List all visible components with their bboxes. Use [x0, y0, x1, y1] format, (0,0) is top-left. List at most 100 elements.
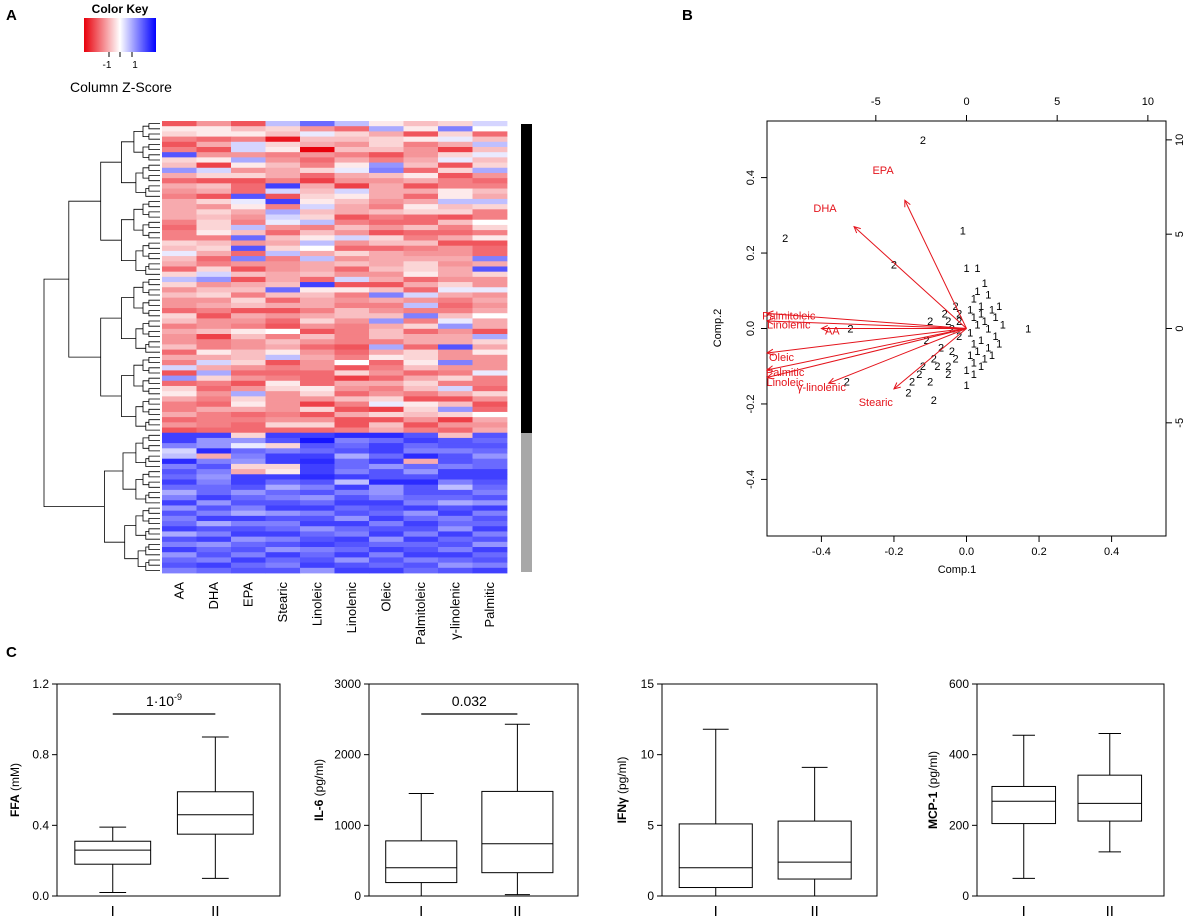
loading-label: EPA — [872, 165, 894, 177]
heatmap-cell — [472, 515, 508, 522]
biplot-right-tick-label: 5 — [1174, 231, 1186, 237]
heatmap-cell — [162, 162, 197, 169]
biplot-point: 1 — [989, 305, 995, 317]
heatmap-cell — [438, 552, 473, 558]
heatmap-cell — [369, 458, 404, 465]
boxplot-category-label: II — [211, 903, 219, 920]
dendrogram-branch — [142, 245, 149, 257]
heatmap-cell — [403, 391, 439, 397]
heatmap-cell — [334, 536, 370, 543]
heatmap-cell — [231, 401, 266, 408]
heatmap-cell — [472, 256, 508, 262]
heatmap-cell — [162, 193, 197, 200]
heatmap-cell — [231, 131, 266, 137]
heatmap-cell — [196, 453, 232, 460]
heatmap-cell — [403, 469, 439, 475]
heatmap-cell — [438, 328, 473, 335]
heatmap-cell — [231, 271, 266, 278]
heatmap-cell — [403, 515, 439, 522]
heatmap-cell — [369, 370, 404, 376]
heatmap-cell — [265, 453, 301, 460]
heatmap-cell — [196, 557, 232, 564]
heatmap-cell — [300, 183, 335, 189]
heatmap-cell — [334, 188, 370, 195]
biplot-ytick-label: -0.4 — [745, 470, 757, 489]
heatmap-cell — [438, 453, 473, 460]
heatmap-cell — [334, 157, 370, 163]
heatmap-cell — [265, 271, 301, 278]
heatmap-cell — [231, 552, 266, 558]
heatmap-cell — [300, 443, 335, 449]
heatmap-cell — [472, 287, 508, 293]
biplot-point: 2 — [920, 135, 926, 147]
heatmap-cell — [265, 167, 301, 174]
heatmap-cell — [472, 204, 508, 210]
heatmap-cell — [196, 297, 232, 304]
heatmap-cell — [369, 131, 404, 137]
heatmap-cell — [265, 427, 301, 434]
heatmap-cell — [334, 427, 370, 434]
heatmap-cell — [162, 354, 197, 361]
heatmap-cell — [196, 385, 232, 392]
biplot-point: 1 — [982, 278, 988, 290]
row-dendrogram — [43, 123, 160, 571]
heatmap-cell — [231, 141, 266, 148]
heatmap-cell — [162, 448, 197, 454]
biplot-ytick-label: 0.0 — [745, 321, 757, 336]
dendrogram-branch — [142, 281, 149, 293]
heatmap-cell — [472, 448, 508, 454]
heatmap-cell — [231, 500, 266, 506]
boxplot-category-label: II — [810, 903, 818, 920]
heatmap-cell — [162, 245, 197, 252]
biplot-xtick-label: -0.4 — [812, 546, 831, 558]
biplot-xtick-label: -0.2 — [884, 546, 903, 558]
heatmap-cell — [265, 214, 301, 221]
biplot-point: 1 — [971, 312, 977, 324]
biplot-point: 1 — [967, 305, 973, 317]
heatmap-cell — [369, 510, 404, 517]
heatmap-cell — [231, 323, 266, 330]
heatmap-cell — [438, 474, 473, 480]
dendrogram-branch — [148, 123, 160, 130]
heatmap-cell — [334, 297, 370, 304]
heatmap-cell — [438, 209, 473, 215]
heatmap-cell — [369, 204, 404, 210]
biplot-point: 2 — [924, 335, 930, 347]
heatmap-cell — [231, 157, 266, 163]
heatmap-cell — [300, 198, 335, 205]
heatmap-cell — [438, 557, 473, 564]
heatmap-cell — [196, 198, 232, 205]
heatmap-cell — [472, 136, 508, 143]
heatmap-cell — [438, 458, 473, 465]
dendrogram-branch — [148, 242, 160, 249]
heatmap-cell — [403, 167, 439, 174]
heatmap-cell — [369, 515, 404, 522]
box — [481, 790, 554, 874]
heatmap-cell — [438, 323, 473, 330]
heatmap-cell — [196, 204, 232, 210]
heatmap-cell — [334, 266, 370, 273]
heatmap-cell — [231, 510, 266, 517]
heatmap-cell — [231, 276, 266, 283]
heatmap-cell — [438, 266, 473, 273]
heatmap-cell — [162, 411, 197, 418]
heatmap-cell — [369, 432, 404, 439]
heatmap-cell — [369, 354, 404, 361]
heatmap-cell — [162, 292, 197, 299]
biplot-point: 1 — [978, 361, 984, 373]
heatmap-cell — [403, 375, 439, 382]
heatmap-cell — [300, 146, 335, 153]
heatmap-cell — [265, 515, 301, 522]
heatmap-cell — [162, 178, 197, 184]
heatmap-cell — [403, 146, 439, 153]
heatmap-cell — [369, 219, 404, 226]
heatmap-cell — [403, 141, 439, 148]
heatmap-cell — [196, 495, 232, 501]
dendrogram-branch — [148, 471, 160, 478]
heatmap-cell — [438, 193, 473, 200]
heatmap-cell — [300, 474, 335, 480]
heatmap-cell — [369, 365, 404, 371]
loading-arrowhead — [765, 310, 774, 318]
heatmap-cell — [265, 313, 301, 319]
heatmap-cell — [162, 495, 197, 501]
